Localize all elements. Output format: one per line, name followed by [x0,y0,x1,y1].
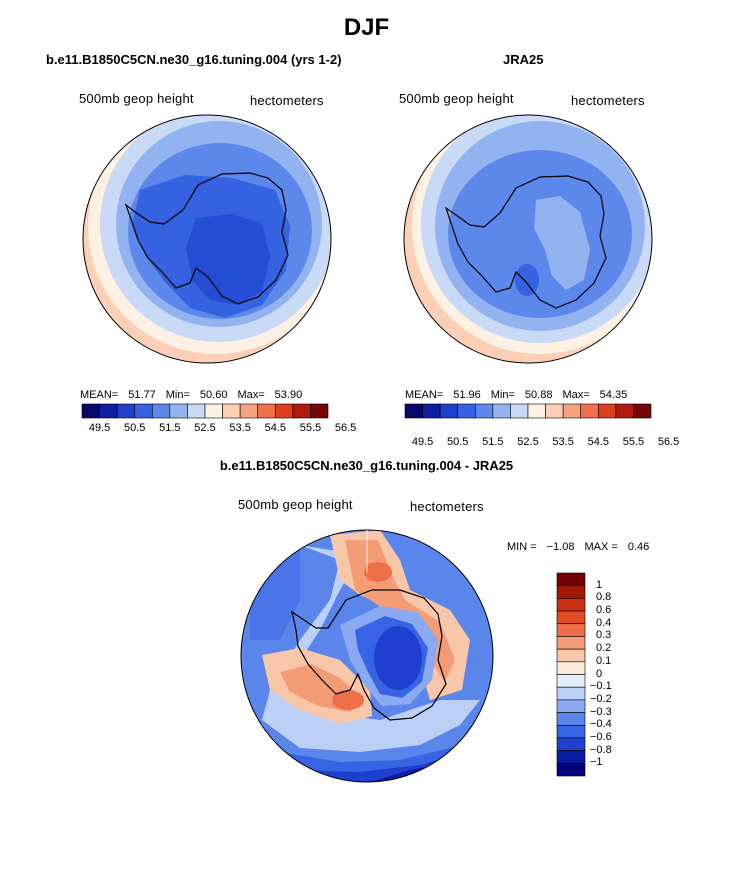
panel3-colorbar-box [556,686,586,701]
panel3-colorbar-label: 0 [596,667,603,680]
panel1-antarctica-coastline [124,172,289,305]
panel1-colorbar-tick-label: 56.5 [334,422,357,434]
panel1-colorbar-ticks: 49.5 50.5 51.5 52.5 53.5 54.5 55.5 56.5 [82,422,356,436]
panel1-stats: MEAN= 51.77 Min= 50.60 Max= 53.90 [80,389,303,401]
panel3-colorbar-label: −0.2 [590,692,612,705]
panel3-stats: MIN = −1.08 MAX = 0.46 [507,541,650,553]
panel3-colorbar-box [556,712,586,726]
panel3-units: hectometers [410,499,484,514]
panel1-units: hectometers [250,93,324,108]
panel2-colorbar-tick-label: 54.5 [587,436,609,448]
panel3-colorbar-label: 0.4 [596,616,612,629]
panel3-colorbar-box [556,623,586,637]
panel1-colorbar [81,403,329,419]
panel1-colorbar-tick-label: 53.5 [229,422,251,434]
panel2-colorbar-tick-label: 53.5 [552,436,574,448]
panel1-colorbar-tick-label: 49.5 [88,422,111,434]
panel2-colorbar-tick-label: 52.5 [517,436,539,448]
panel3-colorbar-labels: 1 0.8 0.6 0.4 0.3 0.2 0.1 0 −0.1 −0.2 −0.3 −0.4 −0.6… [590,573,634,776]
panel2-stats: MEAN= 51.96 Min= 50.88 Max= 54.35 [405,389,628,401]
panel3-colorbar-box [556,674,586,688]
panel3-title: b.e11.B1850C5CN.ne30_g16.tuning.004 - JR… [219,458,514,473]
panel1-colorbar-tick-label: 55.5 [299,422,322,434]
panel2-colorbar-tick-label: 55.5 [622,436,645,448]
panel3-colorbar [556,572,586,777]
panel3-colorbar-box [556,585,586,599]
panel3-colorbar-box [556,750,586,764]
panel3-colorbar-box [556,763,586,777]
panel2-colorbar [404,403,652,419]
panel3-colorbar-label: −0.1 [590,680,612,693]
panel3-colorbar-box [556,724,586,739]
panel3-colorbar-label: −0.6 [590,730,612,743]
panel1-field-label: 500mb geop height [79,91,194,106]
panel3-colorbar-label: 1 [596,578,603,591]
panel1-colorbar-tick-label: 52.5 [194,422,216,434]
panel2-title: JRA25 [503,52,544,67]
panel3-colorbar-label: −0.3 [590,705,612,718]
panel3-colorbar-label: 0.2 [596,642,612,655]
panel3-colorbar-box [556,699,586,713]
panel3-colorbar-label: 0.6 [596,604,612,617]
panel3-colorbar-box [556,661,586,675]
panel3-colorbar-label: 0.1 [596,654,612,667]
panel2-colorbar-tick-label: 51.5 [482,436,504,448]
panel2-colorbar-tick-label: 56.5 [657,436,680,448]
panel1-colorbar-tick-label: 51.5 [159,422,181,434]
panel1-colorbar-tick-label: 54.5 [264,422,286,434]
panel2-colorbar-tick-label: 50.5 [446,436,469,448]
panel1-title: b.e11.B1850C5CN.ne30_g16.tuning.004 (yrs… [46,52,342,67]
panel2-antarctica-coastline [444,175,607,309]
panel3-colorbar-label: −0.4 [590,718,612,731]
panel3-colorbar-label: −1 [590,756,603,769]
panel3-colorbar-box [556,737,586,751]
panel2-field-label: 500mb geop height [399,91,514,106]
panel2-colorbar-box [633,403,652,419]
panel3-field-label: 500mb geop height [238,497,353,512]
panel3-colorbar-box [556,572,586,586]
panel3-colorbar-box [556,598,586,612]
panel3-colorbar-label: 0.3 [596,629,612,642]
panel3-colorbar-box [556,610,586,625]
panel3-colorbar-box [556,636,586,650]
panel2-colorbar-ticks: 49.5 50.5 51.5 52.5 53.5 54.5 55.5 56.5 [405,436,679,450]
panel3-colorbar-label: 0.8 [596,591,612,604]
panel3-colorbar-label: −0.8 [590,743,612,756]
panel3-colorbar-box [556,648,586,663]
panel2-colorbar-tick-label: 49.5 [411,436,434,448]
main-title: DJF [343,14,390,41]
panel1-colorbar-box [310,403,329,419]
panel2-units: hectometers [571,93,645,108]
panel1-colorbar-tick-label: 50.5 [123,422,146,434]
panel3-antarctica-coastline [291,589,447,721]
